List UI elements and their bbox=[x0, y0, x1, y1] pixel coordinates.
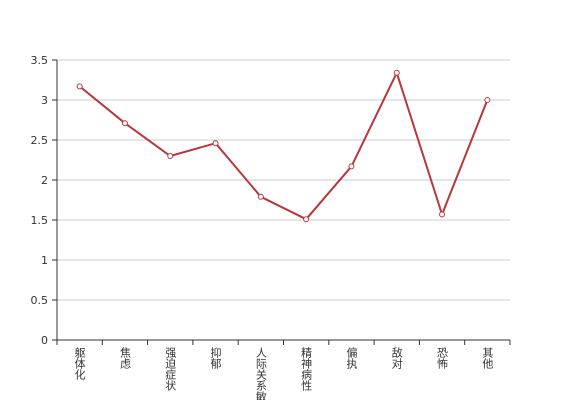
y-tick-label: 1 bbox=[41, 254, 48, 267]
y-tick-label: 1.5 bbox=[31, 214, 49, 227]
y-tick-label: 2 bbox=[41, 174, 48, 187]
x-tick-label: 精神病性 bbox=[300, 347, 313, 392]
point bbox=[76, 83, 83, 90]
point bbox=[393, 69, 400, 76]
point bbox=[121, 120, 128, 127]
point bbox=[212, 140, 219, 147]
y-tick-label: 0.5 bbox=[31, 294, 49, 307]
x-tick-label: 敌对 bbox=[390, 346, 403, 369]
y-tick-label: 3 bbox=[41, 94, 48, 107]
x-tick-label: 焦虑 bbox=[118, 347, 131, 369]
x-tick-label: 强迫症状 bbox=[164, 347, 177, 391]
x-tick-label: 其他 bbox=[481, 347, 494, 369]
x-tick-label: 人际关系敏感 bbox=[254, 347, 267, 400]
line bbox=[79, 70, 489, 221]
y-tick-label: 2.5 bbox=[31, 134, 49, 147]
x-tick-label: 抑郁 bbox=[209, 346, 222, 369]
point bbox=[257, 193, 264, 200]
point bbox=[167, 153, 174, 159]
y-tick-label: 0 bbox=[41, 334, 48, 347]
x-tick-label: 偏执 bbox=[345, 346, 358, 370]
point bbox=[484, 97, 491, 103]
y-tick-label: 3.5 bbox=[31, 54, 49, 67]
x-tick-label: 躯体化 bbox=[73, 347, 86, 381]
point bbox=[303, 216, 310, 223]
point bbox=[439, 211, 446, 218]
point bbox=[348, 163, 355, 170]
x-tick-label: 恐怖 bbox=[436, 347, 449, 369]
